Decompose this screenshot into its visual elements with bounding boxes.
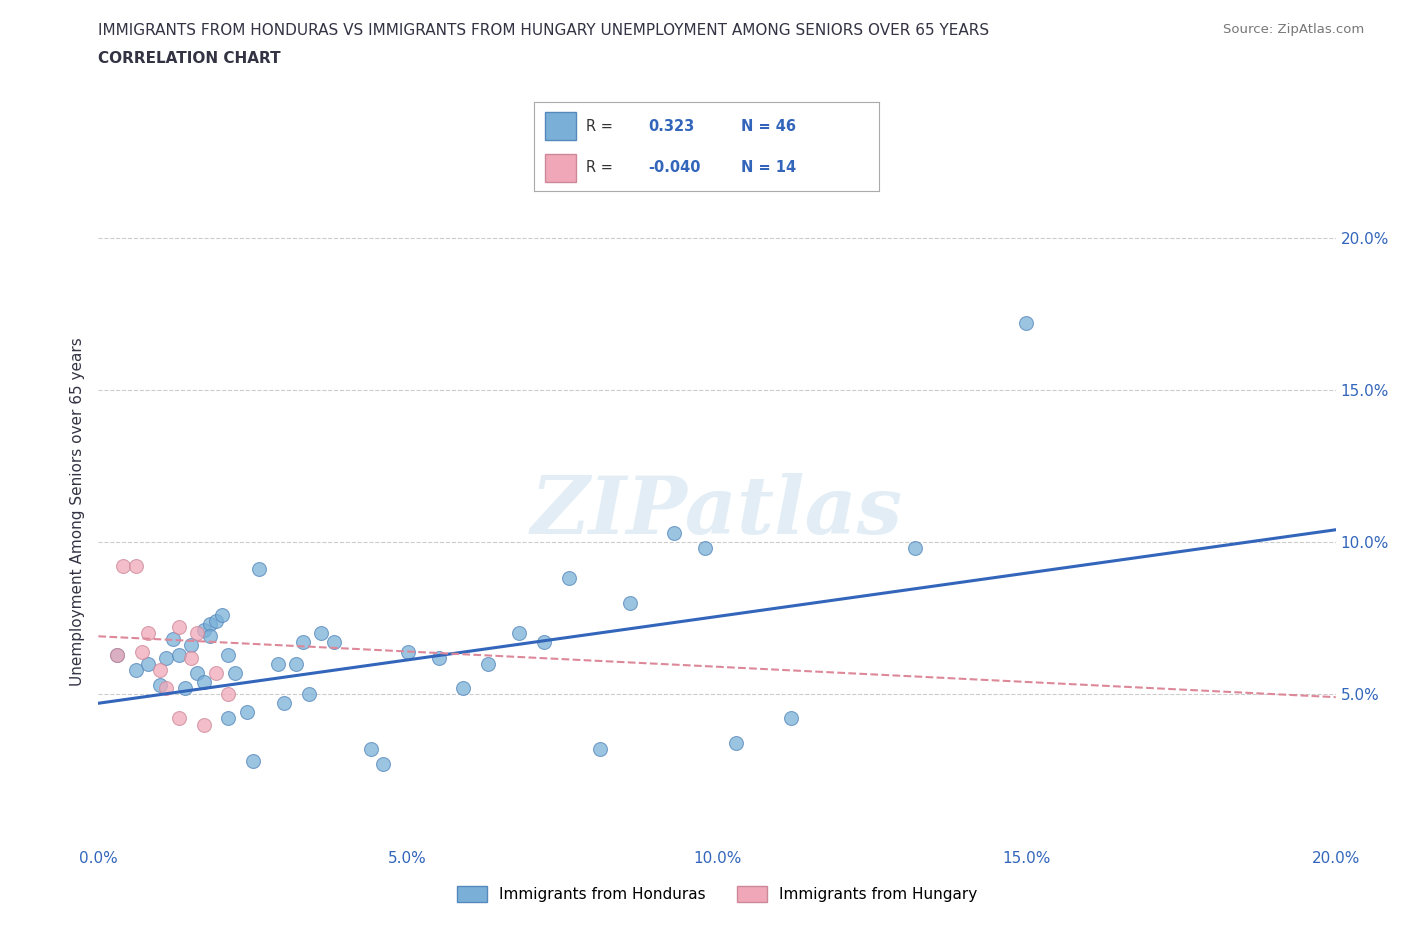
Point xyxy=(124,662,146,677)
Point xyxy=(662,525,685,540)
Point xyxy=(309,626,332,641)
Point xyxy=(453,681,475,696)
Text: IMMIGRANTS FROM HONDURAS VS IMMIGRANTS FROM HUNGARY UNEMPLOYMENT AMONG SENIORS O: IMMIGRANTS FROM HONDURAS VS IMMIGRANTS F… xyxy=(98,23,990,38)
Y-axis label: Unemployment Among Seniors over 65 years: Unemployment Among Seniors over 65 years xyxy=(70,338,86,686)
Point xyxy=(211,607,233,622)
Point xyxy=(273,696,295,711)
Point xyxy=(298,686,321,701)
Point xyxy=(193,717,215,732)
Point xyxy=(193,623,215,638)
Point xyxy=(167,711,190,726)
Point xyxy=(236,705,259,720)
Text: Source: ZipAtlas.com: Source: ZipAtlas.com xyxy=(1223,23,1364,36)
Point xyxy=(174,681,197,696)
Point xyxy=(371,757,394,772)
Text: N = 46: N = 46 xyxy=(741,119,796,134)
Point xyxy=(1015,315,1038,330)
Text: R =: R = xyxy=(586,119,617,134)
Point xyxy=(619,595,641,610)
Point xyxy=(136,626,159,641)
Point xyxy=(224,665,246,680)
Point xyxy=(285,657,308,671)
Point xyxy=(149,662,172,677)
Point xyxy=(217,647,239,662)
Point xyxy=(198,629,221,644)
Point xyxy=(693,540,716,555)
Point xyxy=(242,753,264,768)
Point xyxy=(427,650,450,665)
Point xyxy=(247,562,270,577)
Point xyxy=(162,631,184,646)
Point xyxy=(508,626,530,641)
Point xyxy=(167,647,190,662)
Point xyxy=(198,617,221,631)
Point xyxy=(112,559,135,574)
Text: -0.040: -0.040 xyxy=(648,160,700,175)
Point xyxy=(724,736,747,751)
Point xyxy=(217,711,239,726)
Point xyxy=(131,644,153,659)
Point xyxy=(322,635,344,650)
Text: R =: R = xyxy=(586,160,617,175)
Point xyxy=(105,647,128,662)
Point xyxy=(167,619,190,634)
Point xyxy=(904,540,927,555)
Point xyxy=(155,650,177,665)
Point xyxy=(360,741,382,756)
Point xyxy=(396,644,419,659)
Point xyxy=(193,674,215,689)
Point xyxy=(291,635,314,650)
FancyBboxPatch shape xyxy=(544,153,575,182)
Legend: Immigrants from Honduras, Immigrants from Hungary: Immigrants from Honduras, Immigrants fro… xyxy=(457,886,977,902)
Point xyxy=(780,711,803,726)
Point xyxy=(217,686,239,701)
Text: CORRELATION CHART: CORRELATION CHART xyxy=(98,51,281,66)
Text: ZIPatlas: ZIPatlas xyxy=(531,472,903,551)
Point xyxy=(186,665,208,680)
Point xyxy=(149,678,172,693)
Point xyxy=(124,559,146,574)
Text: N = 14: N = 14 xyxy=(741,160,796,175)
Point xyxy=(180,638,202,653)
Point xyxy=(477,657,499,671)
Point xyxy=(186,626,208,641)
Text: 0.323: 0.323 xyxy=(648,119,695,134)
Point xyxy=(588,741,610,756)
Point xyxy=(557,571,579,586)
Point xyxy=(105,647,128,662)
Point xyxy=(205,614,228,629)
Point xyxy=(180,650,202,665)
Point xyxy=(155,681,177,696)
Point xyxy=(267,657,290,671)
Point xyxy=(205,665,228,680)
Point xyxy=(136,657,159,671)
FancyBboxPatch shape xyxy=(544,112,575,140)
Point xyxy=(533,635,555,650)
